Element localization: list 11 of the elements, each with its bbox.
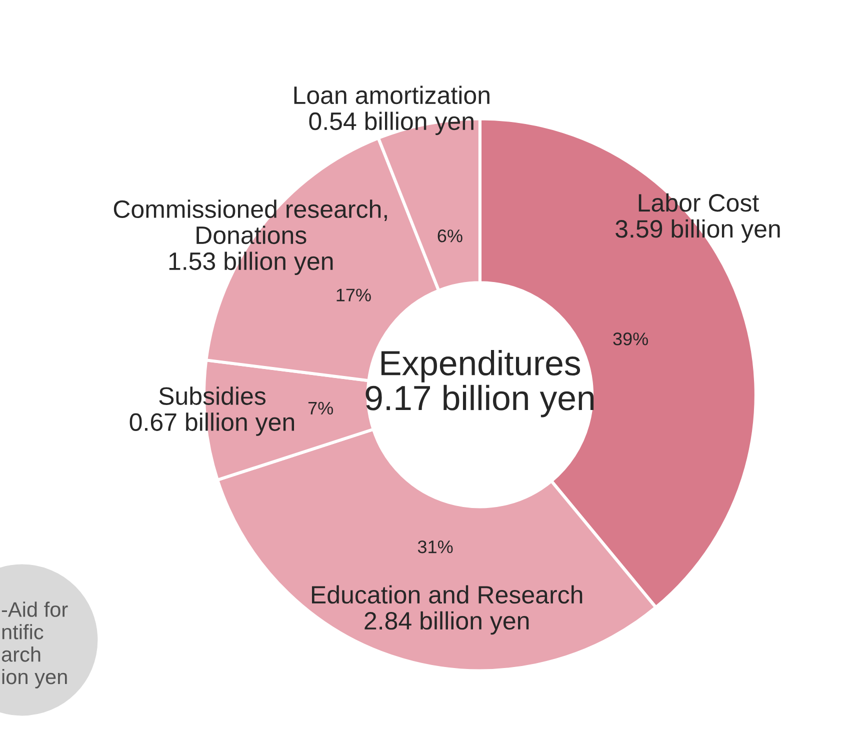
text: -Aid for ntific arch ion yen	[2, 602, 68, 688]
text: Expenditures 9.17 billion yen	[366, 350, 594, 418]
data-label: 6%	[438, 229, 462, 242]
slice-label: Commissioned research, Donations 1.53 billion yen	[114, 200, 387, 276]
data-label: 31%	[418, 540, 453, 554]
data-label: 39%	[613, 332, 648, 346]
slice-label: Subsidies 0.67 billion yen	[130, 386, 294, 436]
slice-label: Loan amortization 0.54 billion yen	[294, 86, 490, 136]
data-label: 7%	[308, 402, 333, 415]
data-label: 17%	[336, 288, 371, 302]
slice-label: Education and Research 2.84 billion yen	[312, 585, 582, 635]
